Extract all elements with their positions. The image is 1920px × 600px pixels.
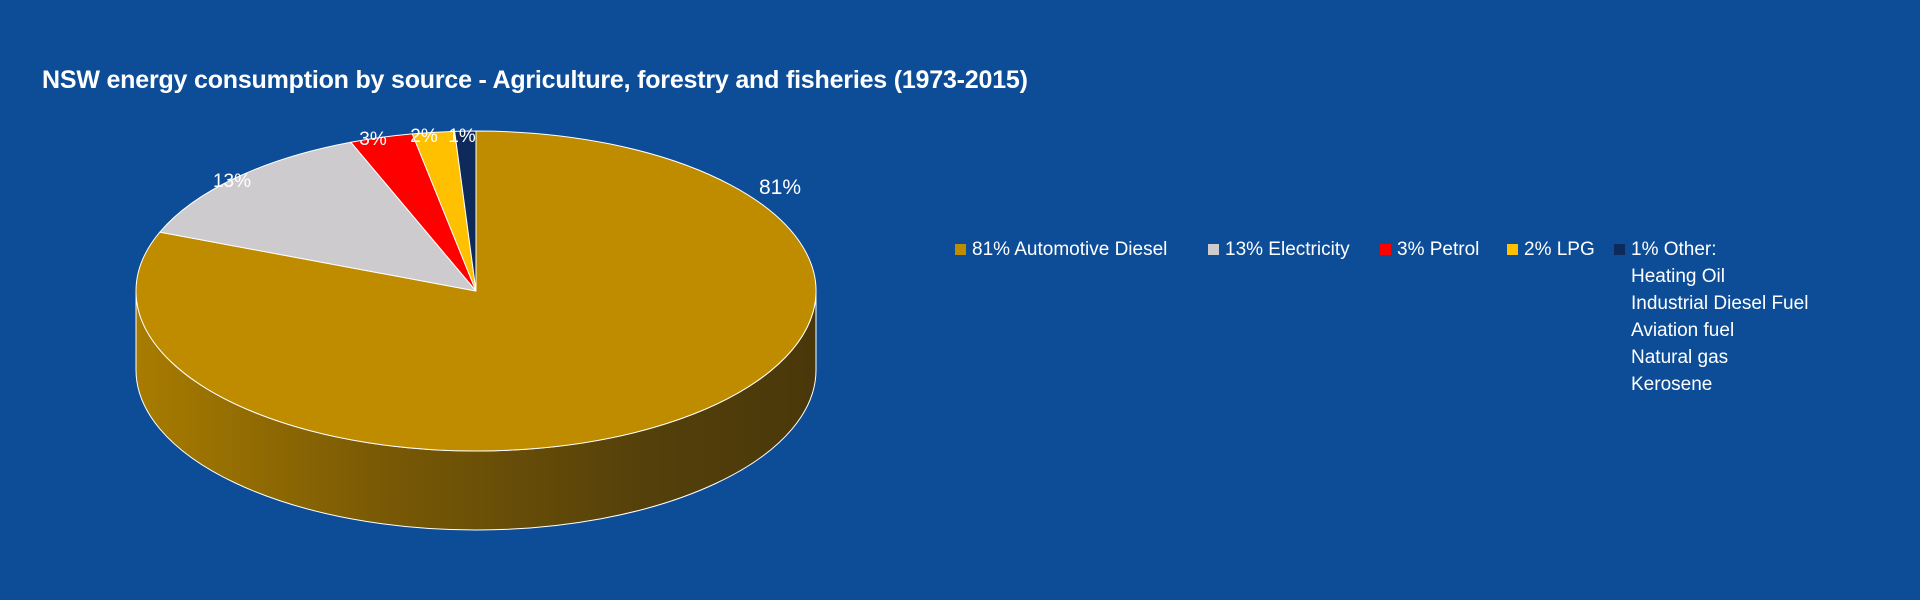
legend-text-3: 2% LPG [1524, 236, 1595, 263]
pie-slice-4 [454, 130, 477, 292]
legend-swatch-2 [1380, 244, 1391, 255]
data-label-2: 3% [359, 129, 387, 150]
legend-sublabel-0: Heating Oil [1631, 266, 1725, 287]
legend-item-3: 2% LPG [1507, 236, 1595, 263]
legend-swatch-3 [1507, 244, 1518, 255]
legend-label: 3% Petrol [1397, 239, 1480, 260]
legend-text-2: 3% Petrol [1397, 236, 1479, 263]
legend-text-1: 13% Electricity [1225, 236, 1350, 263]
legend-sublabel-1: Industrial Diesel Fuel [1631, 293, 1809, 314]
legend-item-4: 1% Other: Heating Oil Industrial Diesel Fu… [1614, 236, 1808, 398]
legend-swatch-4 [1614, 244, 1625, 255]
pie-slice-1 [159, 141, 477, 292]
chart-title: NSW energy consumption by source - Agric… [42, 66, 1028, 94]
legend-sublabel-3: Natural gas [1631, 347, 1729, 368]
legend-item-1: 13% Electricity [1208, 236, 1350, 263]
legend-label: 13% Electricity [1225, 239, 1350, 260]
legend-text-4: 1% Other: Heating Oil Industrial Diesel Fu… [1631, 236, 1808, 398]
legend-label: 1% Other: [1631, 239, 1717, 260]
legend-label: 81% Automotive Diesel [972, 239, 1168, 260]
data-label-3: 2% [410, 126, 438, 147]
legend-sublabel-4: Kerosene [1631, 374, 1713, 395]
legend-text-0: 81% Automotive Diesel [972, 236, 1167, 263]
data-label-1: 13% [213, 171, 251, 192]
legend-swatch-1 [1208, 244, 1219, 255]
legend-sublabel-2: Aviation fuel [1631, 320, 1735, 341]
data-label-0: 81% [759, 176, 801, 199]
legend-label: 2% LPG [1524, 239, 1595, 260]
legend-swatch-0 [955, 244, 966, 255]
legend-item-0: 81% Automotive Diesel [955, 236, 1167, 263]
legend-item-2: 3% Petrol [1380, 236, 1479, 263]
data-label-4: 1% [448, 126, 476, 147]
